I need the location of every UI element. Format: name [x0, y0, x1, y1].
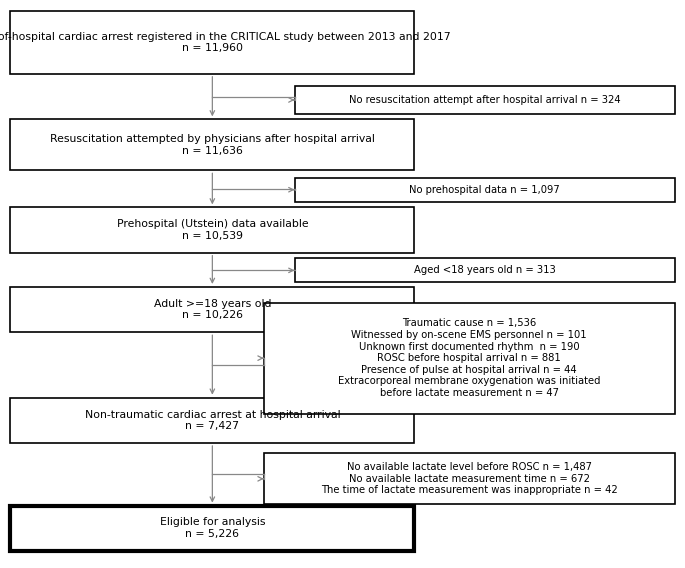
Text: Non-traumatic cardiac arrest at hospital arrival
n = 7,427: Non-traumatic cardiac arrest at hospital…	[84, 410, 340, 431]
Text: Adult >=18 years old
n = 10,226: Adult >=18 years old n = 10,226	[153, 299, 271, 320]
FancyBboxPatch shape	[295, 178, 675, 202]
FancyBboxPatch shape	[10, 287, 414, 332]
FancyBboxPatch shape	[295, 86, 675, 114]
Text: Resuscitation attempted by physicians after hospital arrival
n = 11,636: Resuscitation attempted by physicians af…	[50, 134, 375, 156]
FancyBboxPatch shape	[264, 303, 675, 414]
FancyBboxPatch shape	[10, 398, 414, 443]
Text: Traumatic cause n = 1,536
Witnessed by on-scene EMS personnel n = 101
Unknown fi: Traumatic cause n = 1,536 Witnessed by o…	[338, 318, 601, 398]
Text: Aged <18 years old n = 313: Aged <18 years old n = 313	[414, 265, 556, 275]
FancyBboxPatch shape	[10, 506, 414, 551]
Text: Out-of-hospital cardiac arrest registered in the CRITICAL study between 2013 and: Out-of-hospital cardiac arrest registere…	[0, 32, 451, 53]
Text: No resuscitation attempt after hospital arrival n = 324: No resuscitation attempt after hospital …	[349, 95, 621, 105]
Text: No prehospital data n = 1,097: No prehospital data n = 1,097	[409, 185, 560, 195]
FancyBboxPatch shape	[264, 453, 675, 504]
Text: Eligible for analysis
n = 5,226: Eligible for analysis n = 5,226	[160, 517, 265, 539]
FancyBboxPatch shape	[10, 207, 414, 253]
Text: No available lactate level before ROSC n = 1,487
No available lactate measuremen: No available lactate level before ROSC n…	[321, 462, 618, 495]
FancyBboxPatch shape	[295, 258, 675, 282]
Text: Prehospital (Utstein) data available
n = 10,539: Prehospital (Utstein) data available n =…	[116, 219, 308, 241]
FancyBboxPatch shape	[10, 119, 414, 170]
FancyBboxPatch shape	[10, 11, 414, 74]
